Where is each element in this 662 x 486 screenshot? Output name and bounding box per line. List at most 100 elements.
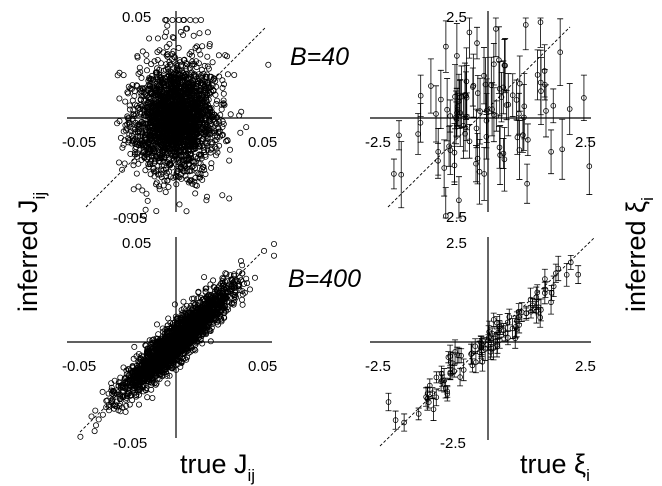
data-point (143, 58, 150, 65)
y-tick-label: 2.5 (446, 209, 467, 226)
data-point (148, 72, 155, 79)
data-point (106, 407, 113, 414)
data-point (199, 74, 206, 81)
data-point (176, 67, 183, 74)
data-point (144, 124, 151, 131)
data-point (166, 126, 173, 133)
data-point (202, 171, 209, 178)
data-point (220, 97, 227, 104)
data-point (251, 274, 258, 281)
data-point (126, 106, 133, 113)
data-point (117, 134, 124, 141)
data-point (146, 35, 153, 42)
data-point (134, 129, 141, 136)
data-point (154, 155, 161, 162)
data-point (185, 132, 192, 139)
data-point (165, 133, 172, 140)
data-point (154, 35, 161, 42)
data-point (171, 53, 178, 60)
data-point (165, 183, 172, 190)
data-point (147, 98, 154, 105)
data-point (187, 16, 194, 23)
data-point (145, 161, 152, 168)
data-point (153, 103, 160, 110)
data-point (134, 54, 141, 61)
data-point (203, 140, 210, 147)
data-point (157, 60, 164, 67)
data-point (120, 141, 127, 148)
data-point (178, 99, 185, 106)
data-point (213, 100, 220, 107)
data-point (140, 92, 147, 99)
data-point (190, 105, 197, 112)
data-point (208, 164, 215, 171)
data-point (193, 80, 200, 87)
data-point (145, 120, 152, 127)
data-point (144, 394, 151, 401)
data-point (145, 82, 152, 89)
data-point (261, 247, 268, 254)
data-point (192, 141, 199, 148)
data-point (206, 105, 213, 112)
data-point (177, 77, 184, 84)
data-point (135, 401, 142, 408)
data-point (183, 208, 190, 215)
data-point (136, 136, 143, 143)
data-point (215, 52, 222, 59)
data-point (126, 131, 133, 138)
data-point (188, 69, 195, 76)
data-point (169, 16, 176, 23)
data-point (182, 148, 189, 155)
data-point (120, 364, 127, 371)
data-point (192, 153, 199, 160)
data-point (185, 161, 192, 168)
data-point (158, 93, 165, 100)
data-point (212, 143, 219, 150)
data-point (140, 212, 147, 219)
data-point (165, 72, 172, 79)
data-point (219, 123, 226, 130)
data-point (129, 135, 136, 142)
data-point (166, 160, 173, 167)
data-point (177, 28, 184, 35)
data-point (193, 43, 200, 50)
data-point (227, 111, 234, 118)
data-point (139, 187, 146, 194)
data-point (119, 166, 126, 173)
data-point (194, 130, 201, 137)
data-point (180, 168, 187, 175)
panel-xi-b40: -2.5 2.5 2.5 2.5 (365, 9, 596, 226)
data-point (130, 107, 137, 114)
data-point (209, 59, 216, 66)
data-point (176, 201, 183, 208)
data-point (145, 113, 152, 120)
data-point (161, 155, 168, 162)
data-point (141, 131, 148, 138)
data-point (184, 83, 191, 90)
data-point (189, 52, 196, 59)
data-point (182, 60, 189, 67)
data-point (239, 301, 246, 308)
data-point (93, 422, 100, 429)
data-point (131, 151, 138, 158)
data-point (142, 129, 149, 136)
data-point (154, 69, 161, 76)
data-point (151, 85, 158, 92)
data-point (213, 83, 220, 90)
data-point (156, 126, 163, 133)
data-point (137, 89, 144, 96)
data-point (207, 135, 214, 142)
data-point (133, 170, 140, 177)
data-point (198, 66, 205, 73)
scatter-points (77, 240, 277, 440)
data-point (237, 129, 244, 136)
data-point (154, 49, 161, 56)
x-tick-label: -2.5 (365, 134, 391, 151)
data-point (216, 73, 223, 80)
data-point (193, 100, 200, 107)
data-point (134, 150, 141, 157)
panel-label: B=40 (290, 43, 349, 71)
data-point (188, 177, 195, 184)
data-point (137, 69, 144, 76)
